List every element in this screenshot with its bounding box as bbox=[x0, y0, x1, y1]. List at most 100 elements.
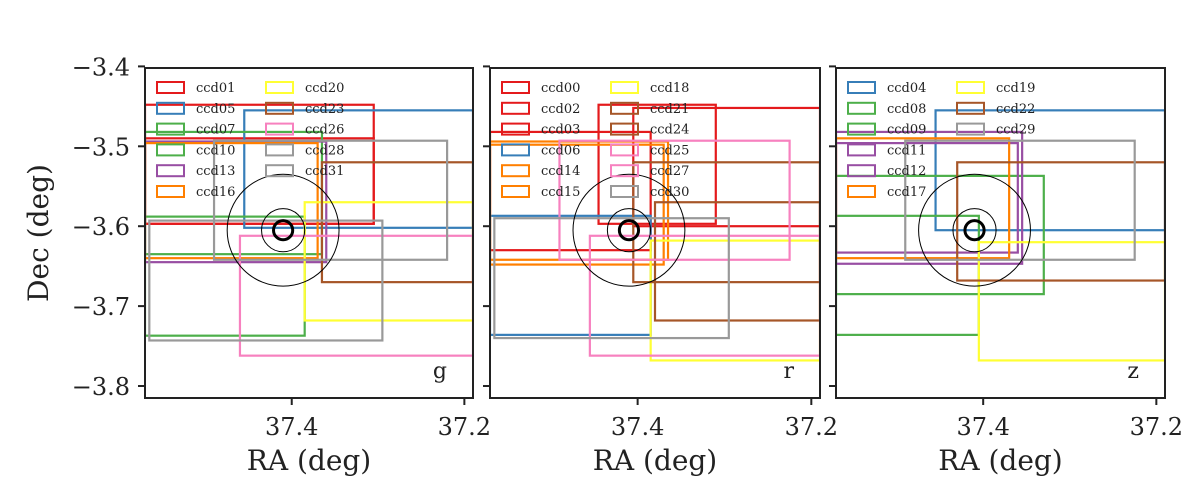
legend-swatch-ccd02 bbox=[501, 101, 530, 115]
ccd-rect-ccd05 bbox=[243, 109, 473, 229]
axes-frame-z bbox=[835, 67, 1166, 399]
panel-z: ccd04 ccd08 ccd09 ccd11 ccd12 ccd17 ccd19 ccd22… bbox=[829, 65, 1183, 477]
legend-label-ccd30: ccd30 bbox=[650, 185, 689, 200]
ccd-rect-ccd16 bbox=[145, 142, 319, 260]
target-circle-0 bbox=[617, 219, 641, 242]
target-circle-0 bbox=[963, 219, 986, 242]
legend-swatch-ccd13 bbox=[156, 164, 185, 178]
legend-label-ccd13: ccd13 bbox=[196, 164, 235, 179]
legend-label-ccd24: ccd24 bbox=[650, 123, 689, 138]
legend-label-ccd10: ccd10 bbox=[196, 143, 235, 158]
x-tick-label-r-1: 37.2 bbox=[785, 413, 838, 441]
ccd-rect-ccd23 bbox=[320, 161, 473, 284]
legend-label-ccd23: ccd23 bbox=[305, 102, 344, 117]
legend-r: ccd00 ccd02 ccd03 ccd06 ccd14 ccd15 ccd18 ccd21… bbox=[501, 81, 689, 200]
legend-label-ccd09: ccd09 bbox=[887, 123, 926, 138]
legend-swatch-ccd06 bbox=[501, 143, 530, 157]
legend-label-ccd15: ccd15 bbox=[541, 185, 580, 200]
legend-swatch-ccd20 bbox=[265, 81, 294, 94]
ccd-rect-ccd09 bbox=[836, 174, 1045, 296]
legend-label-ccd31: ccd31 bbox=[305, 164, 344, 179]
y-tick-label-3: −3.7 bbox=[72, 293, 130, 321]
legend-swatch-ccd10 bbox=[156, 143, 185, 157]
legend-label-ccd18: ccd18 bbox=[650, 81, 689, 96]
legend-z: ccd04 ccd08 ccd09 ccd11 ccd12 ccd17 ccd19 ccd22… bbox=[847, 81, 1035, 200]
ccd-rect-ccd26 bbox=[238, 234, 473, 357]
target-circle-2 bbox=[918, 173, 1031, 287]
x-tick-label-z-1: 37.2 bbox=[1130, 413, 1183, 441]
legend-label-ccd29: ccd29 bbox=[996, 123, 1035, 138]
legend-label-ccd06: ccd06 bbox=[541, 143, 580, 158]
legend-swatch-ccd15 bbox=[501, 185, 530, 198]
ccd-rect-ccd14 bbox=[490, 140, 670, 261]
axes-frame-r bbox=[489, 67, 821, 399]
legend-swatch-ccd16 bbox=[156, 185, 185, 198]
x-axis-title-r: RA (deg) bbox=[593, 444, 717, 477]
legend-label-ccd01: ccd01 bbox=[196, 81, 235, 96]
legend-swatch-ccd09 bbox=[847, 122, 876, 136]
ccd-rect-ccd20 bbox=[303, 201, 473, 322]
target-circle-0 bbox=[272, 219, 295, 242]
x-tick-label-z-0: 37.4 bbox=[956, 413, 1009, 441]
legend-swatch-ccd23 bbox=[265, 101, 294, 115]
legend-swatch-ccd07 bbox=[156, 122, 185, 136]
target-circle-2 bbox=[226, 173, 340, 287]
legend-label-ccd00: ccd00 bbox=[541, 81, 580, 96]
y-tick-label-4: −3.8 bbox=[72, 373, 130, 401]
legend-label-ccd21: ccd21 bbox=[650, 102, 689, 117]
legend-swatch-ccd05 bbox=[156, 101, 185, 115]
legend-swatch-ccd28 bbox=[265, 143, 294, 157]
legend-label-ccd02: ccd02 bbox=[541, 102, 580, 117]
ccd-rect-ccd10 bbox=[145, 215, 306, 337]
legend-swatch-ccd00 bbox=[501, 81, 530, 94]
target-circle-1 bbox=[261, 208, 306, 253]
legend-label-ccd12: ccd12 bbox=[887, 164, 926, 179]
legend-swatch-ccd24 bbox=[610, 122, 639, 136]
x-tick-label-g-0: 37.4 bbox=[265, 413, 318, 441]
legend-g: ccd01 ccd05 ccd07 ccd10 ccd13 ccd16 ccd20 ccd23… bbox=[156, 81, 344, 200]
x-tick-label-g-1: 37.2 bbox=[438, 413, 491, 441]
legend-swatch-ccd14 bbox=[501, 164, 530, 178]
legend-label-ccd19: ccd19 bbox=[996, 81, 1035, 96]
y-tick-label-2: −3.6 bbox=[72, 213, 130, 241]
legend-swatch-ccd01 bbox=[156, 81, 185, 94]
legend-label-ccd28: ccd28 bbox=[305, 143, 344, 158]
ccd-rect-ccd03 bbox=[597, 103, 717, 225]
legend-swatch-ccd19 bbox=[956, 81, 985, 94]
legend-swatch-ccd12 bbox=[847, 164, 876, 178]
legend-swatch-ccd21 bbox=[610, 101, 639, 115]
ccd-rect-ccd06 bbox=[490, 214, 652, 336]
y-tick-label-1: −3.5 bbox=[72, 133, 130, 161]
ccd-rect-ccd18 bbox=[649, 239, 820, 362]
ccd-rect-ccd24 bbox=[653, 201, 820, 322]
ccd-rect-ccd19 bbox=[977, 241, 1165, 362]
legend-label-ccd07: ccd07 bbox=[196, 123, 235, 138]
legend-swatch-ccd29 bbox=[956, 122, 985, 136]
band-label-g: g bbox=[433, 359, 447, 384]
x-tick-label-r-0: 37.4 bbox=[611, 413, 664, 441]
band-label-z: z bbox=[1127, 359, 1139, 384]
legend-swatch-ccd11 bbox=[847, 143, 876, 157]
y-tick-label-0: −3.4 bbox=[72, 53, 130, 81]
legend-swatch-ccd27 bbox=[610, 164, 639, 178]
ccd-rect-ccd11 bbox=[836, 130, 1024, 265]
legend-label-ccd26: ccd26 bbox=[305, 123, 344, 138]
ccd-rect-ccd25 bbox=[558, 139, 791, 261]
legend-label-ccd14: ccd14 bbox=[541, 164, 580, 179]
ccd-rect-ccd02 bbox=[490, 130, 652, 252]
ccd-rect-ccd17 bbox=[836, 137, 1011, 260]
ccd-rect-ccd31 bbox=[148, 219, 384, 342]
legend-label-ccd11: ccd11 bbox=[887, 143, 926, 158]
axes-frame-g bbox=[144, 67, 474, 399]
legend-label-ccd22: ccd22 bbox=[996, 102, 1035, 117]
legend-swatch-ccd22 bbox=[956, 101, 985, 115]
ccd-rect-ccd04 bbox=[934, 109, 1165, 232]
legend-label-ccd05: ccd05 bbox=[196, 102, 235, 117]
legend-label-ccd25: ccd25 bbox=[650, 143, 689, 158]
legend-label-ccd08: ccd08 bbox=[887, 102, 926, 117]
ccd-rect-ccd12 bbox=[836, 142, 1019, 254]
y-axis-title: Dec (deg) bbox=[22, 164, 55, 302]
legend-swatch-ccd03 bbox=[501, 122, 530, 136]
legend-label-ccd27: ccd27 bbox=[650, 164, 689, 179]
